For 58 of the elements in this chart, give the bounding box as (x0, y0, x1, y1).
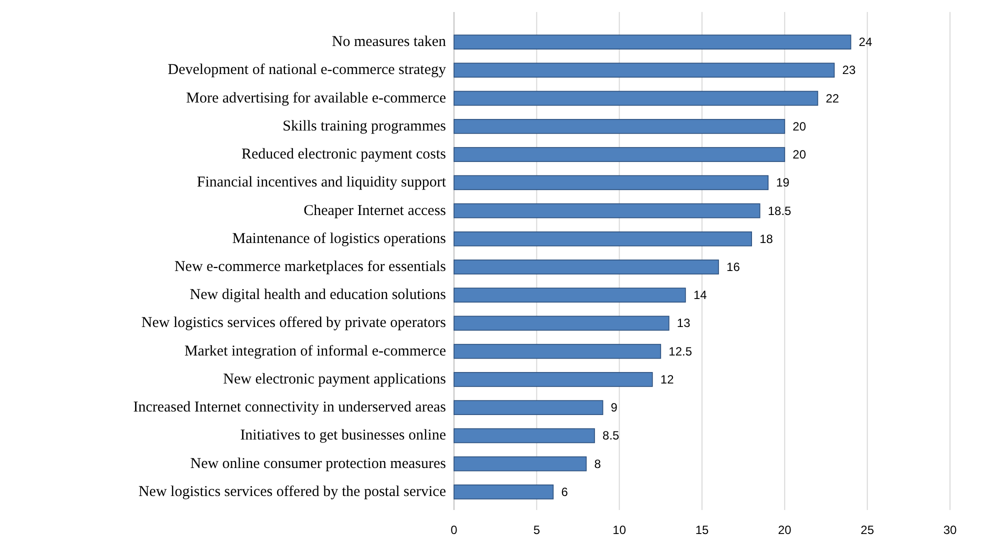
x-tick-label: 15 (695, 523, 709, 537)
y-tick-label: Market integration of informal e-commerce (184, 343, 446, 360)
bar (454, 175, 769, 190)
bar (454, 203, 760, 218)
y-tick-label: New logistics services offered by the postal service (138, 484, 446, 500)
y-tick-label: Increased Internet connectivity in underserved areas (133, 400, 446, 416)
bar (454, 118, 786, 134)
x-tick-label: 30 (943, 523, 957, 537)
data-label: 8.5 (602, 428, 620, 443)
x-tick-label: 10 (612, 523, 626, 537)
bar (454, 231, 752, 246)
data-label: 8 (594, 456, 602, 471)
y-tick-label: New e-commerce marketplaces for essentials (174, 259, 446, 275)
data-label: 6 (561, 484, 568, 499)
data-label: 22 (826, 91, 840, 106)
bar (454, 288, 686, 303)
bar (454, 400, 604, 416)
bar (454, 90, 818, 106)
y-tick-label: Cheaper Internet access (304, 202, 446, 219)
y-tick-label: Financial incentives and liquidity support (196, 174, 447, 191)
y-tick-label: New electronic payment applications (223, 371, 446, 388)
data-label: 18 (760, 232, 774, 246)
data-label: 12.5 (668, 344, 692, 358)
data-label: 13 (676, 316, 691, 330)
y-tick-label: New logistics services offered by private operators (141, 315, 446, 332)
data-label: 19 (776, 176, 790, 190)
y-tick-label: Initiatives to get businesses online (240, 428, 446, 444)
x-tick-label: 20 (778, 523, 792, 537)
data-label: 14 (693, 288, 708, 302)
bar (454, 428, 595, 444)
data-label: 12 (660, 372, 674, 386)
x-tick-label: 5 (533, 523, 540, 537)
bar (454, 344, 662, 359)
bar (454, 484, 554, 500)
bar (454, 147, 786, 162)
y-tick-label: New online consumer protection measures (190, 456, 446, 472)
y-tick-label: More advertising for available e-commerce (186, 90, 446, 106)
x-tick-label: 25 (860, 523, 874, 537)
data-label: 9 (610, 400, 618, 415)
bar (454, 316, 670, 331)
y-tick-label: No measures taken (332, 34, 446, 50)
y-tick-label: Maintenance of logistics operations (232, 230, 446, 247)
bar (454, 260, 719, 274)
data-label: 20 (792, 119, 806, 134)
data-label: 23 (842, 63, 856, 78)
data-label: 16 (726, 260, 740, 274)
bar (454, 34, 852, 50)
data-label: 20 (792, 148, 806, 162)
data-label: 24 (858, 35, 872, 50)
bar (454, 456, 587, 472)
y-tick-label: Reduced electronic payment costs (241, 146, 446, 163)
y-tick-label: Skills training programmes (282, 118, 446, 134)
y-tick-label: New digital health and education solutions (190, 287, 446, 304)
x-tick-label: 0 (450, 523, 458, 537)
y-tick-label: Development of national e-commerce strategy (168, 62, 446, 78)
bar (454, 62, 835, 78)
data-label: 18.5 (768, 204, 792, 218)
bar (454, 372, 653, 387)
